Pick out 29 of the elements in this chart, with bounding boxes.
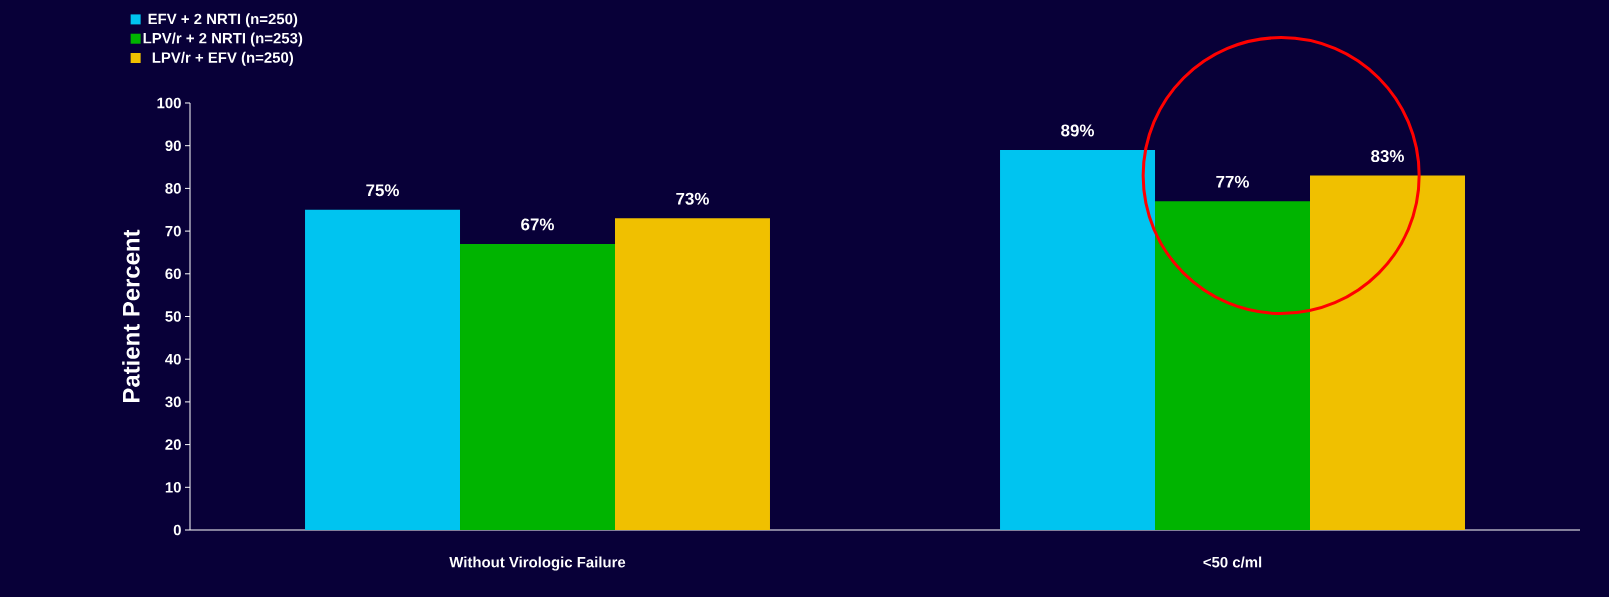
y-axis-title: Patient Percent (122, 229, 140, 402)
bar (615, 218, 770, 530)
bar (1310, 175, 1465, 530)
bar (305, 209, 461, 530)
y-tick-label: 10 (165, 482, 181, 493)
bar (1000, 149, 1156, 530)
y-tick-label: 50 (165, 311, 181, 322)
data-label: 67% (521, 218, 554, 231)
data-label: 83% (1371, 150, 1404, 163)
bar (460, 243, 615, 530)
legend-label: LPV/r + 2 NRTI (n=253) (143, 32, 303, 47)
x-tick-label: Without Virologic Failure (449, 556, 626, 571)
y-tick-label: 90 (165, 140, 181, 151)
y-tick-label: 0 (173, 524, 181, 536)
y-tick-label: 40 (165, 353, 181, 365)
y-tick-label: 80 (165, 183, 181, 194)
data-label: 75% (366, 184, 400, 197)
y-tick-label: 20 (165, 439, 181, 450)
legend-label: EFV + 2 NRTI (n=250) (148, 13, 298, 28)
x-tick-label: <50 c/ml (1203, 556, 1262, 568)
y-tick-label: 60 (165, 268, 181, 280)
y-tick-label: 30 (165, 396, 181, 408)
bar (1155, 201, 1310, 530)
data-label: 73% (676, 192, 709, 205)
legend-label: LPV/r + EFV (n=250) (152, 51, 294, 66)
data-label: 77% (1216, 175, 1249, 188)
y-tick-label: 70 (165, 225, 181, 237)
data-label: 89% (1061, 124, 1095, 137)
y-tick-label: 100 (157, 97, 181, 109)
